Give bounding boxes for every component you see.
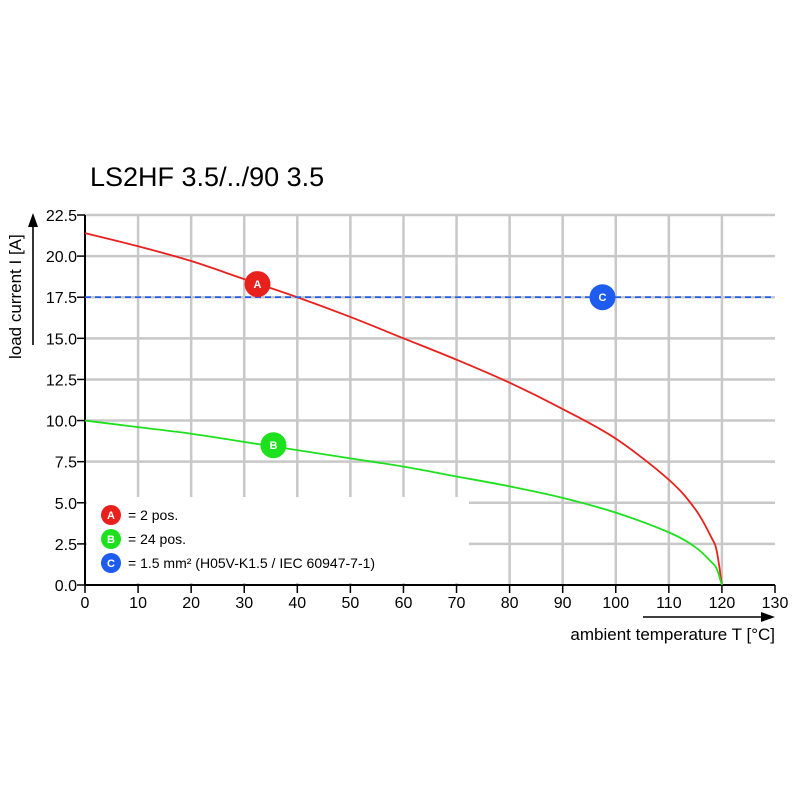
x-tick-label: 90	[554, 595, 572, 612]
y-tick-label: 20.0	[46, 249, 77, 266]
marker-b	[260, 432, 287, 459]
legend-entry-c: = 1.5 mm² (H05V-K1.5 / IEC 60947-7-1)	[128, 555, 375, 571]
x-tick-labels: 0 10 20 30 40 50 60 70 80 90 100 110 120 130	[81, 595, 789, 612]
legend-badge-c	[101, 553, 121, 573]
x-tick-label: 80	[501, 595, 519, 612]
marker-a	[244, 271, 271, 298]
y-axis-arrow-head	[28, 213, 38, 227]
series-lines	[84, 232, 775, 586]
legend-entry-b: = 24 pos.	[128, 531, 186, 547]
series-line-b	[84, 419, 723, 586]
y-tick-label: 5.0	[55, 496, 77, 513]
legend-entry-a: = 2 pos.	[128, 507, 178, 523]
y-tick-label: 17.5	[46, 290, 77, 307]
legend-badge-letter-a: A	[107, 510, 115, 522]
x-tick-label: 20	[182, 595, 200, 612]
marker-label-b: B	[269, 440, 277, 452]
x-tick-label: 50	[341, 595, 359, 612]
x-tick-label: 60	[395, 595, 413, 612]
axes	[28, 213, 776, 622]
x-tick-label: 120	[709, 595, 736, 612]
legend: A = 2 pos. B = 24 pos. C = 1.5 mm² (H05V-K1.5…	[87, 497, 469, 583]
x-tick-label: 40	[288, 595, 306, 612]
y-axis-label: load current I [A]	[6, 234, 25, 359]
x-axis-label: ambient temperature T [°C]	[570, 625, 775, 644]
x-tick-label: 30	[235, 595, 253, 612]
legend-box	[87, 497, 469, 583]
x-axis-arrow-head	[761, 612, 775, 622]
marker-c	[589, 284, 616, 311]
y-tick-labels: 0.0 2.5 5.0 7.5 10.0 12.5 15.0 17.5 20.0 22.5	[46, 208, 77, 595]
legend-badge-letter-b: B	[107, 534, 115, 546]
y-tick-label: 15.0	[46, 331, 77, 348]
x-tick-label: 0	[81, 595, 90, 612]
marker-label-c: C	[599, 292, 607, 304]
x-tick-label: 130	[762, 595, 789, 612]
legend-badge-letter-c: C	[107, 558, 115, 570]
marker-label-a: A	[254, 279, 262, 291]
series-line-a	[84, 232, 723, 586]
x-tick-label: 70	[448, 595, 466, 612]
y-tick-label: 0.0	[55, 578, 77, 595]
y-tick-label: 10.0	[46, 414, 77, 431]
x-tick-label: 100	[602, 595, 629, 612]
legend-badge-a	[101, 505, 121, 525]
x-tick-label: 10	[129, 595, 147, 612]
y-tick-label: 12.5	[46, 372, 77, 389]
y-tick-label: 22.5	[46, 208, 77, 225]
y-tick-label: 7.5	[55, 455, 77, 472]
chart-title: LS2HF 3.5/../90 3.5	[90, 162, 324, 192]
y-tick-label: 2.5	[55, 537, 77, 554]
x-tick-label: 110	[656, 595, 682, 612]
series-markers: A B C	[244, 271, 616, 459]
legend-badge-b	[101, 529, 121, 549]
